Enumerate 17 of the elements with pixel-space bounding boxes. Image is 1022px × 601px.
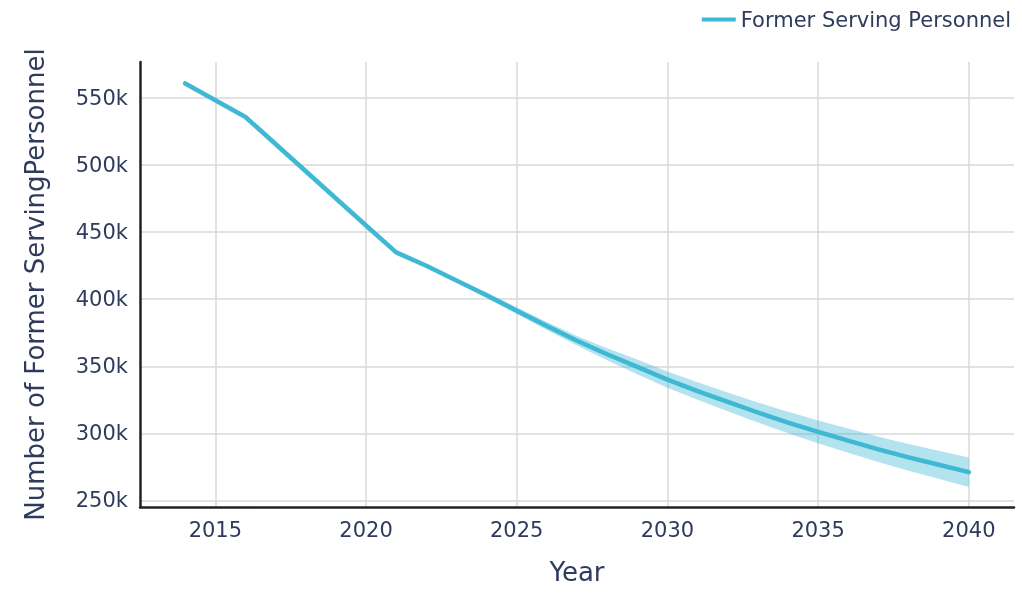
x-tick-label: 2040 [942,517,996,542]
x-axis-title: Year [548,557,605,587]
y-tick-label: 250k [75,488,129,513]
x-tick-label: 2020 [339,517,393,542]
legend-label: Former Serving Personnel [740,7,1012,32]
y-tick-label: 500k [75,153,129,178]
y-tick-label: 400k [75,287,129,312]
y-tick-label: 350k [75,354,129,379]
y-tick-label: 450k [75,220,129,245]
y-tick-label: 300k [75,421,129,446]
x-tick-label: 2035 [791,517,845,542]
y-axis-title: Number of Former ServingPersonnel [20,48,50,521]
x-tick-label: 2015 [188,517,243,542]
y-tick-label: 550k [75,86,129,111]
x-tick-label: 2025 [490,517,544,542]
line-series [182,81,972,475]
x-tick-label: 2030 [640,517,695,542]
